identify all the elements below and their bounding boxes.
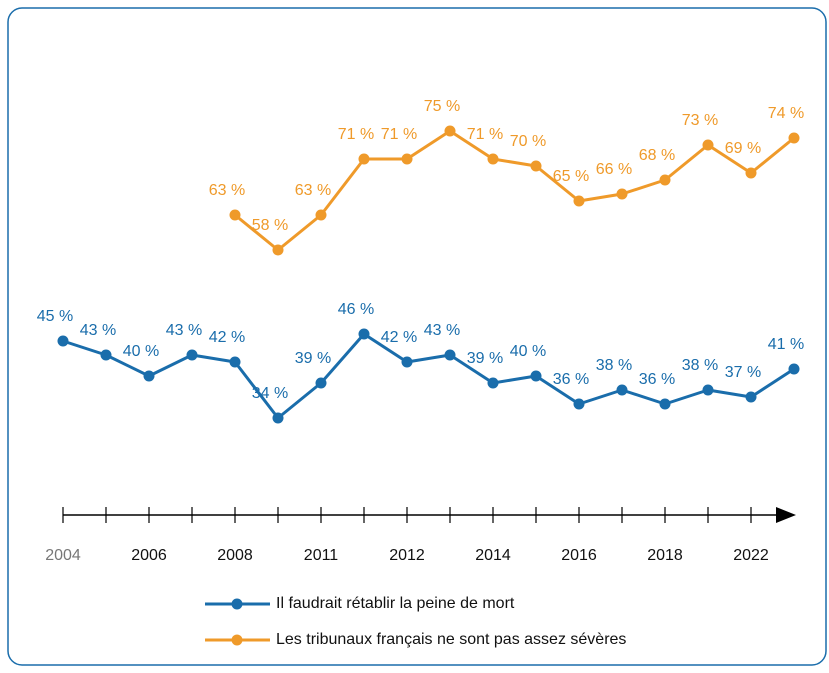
data-label: 43 % — [166, 322, 202, 339]
x-tick-label: 2016 — [561, 547, 597, 564]
data-label: 36 % — [553, 371, 589, 388]
data-point — [444, 125, 456, 137]
data-label: 34 % — [252, 385, 288, 402]
data-label: 58 % — [252, 217, 288, 234]
data-point — [745, 167, 757, 179]
x-tick-label: 2004 — [45, 547, 81, 564]
data-label: 42 % — [381, 329, 417, 346]
data-label: 38 % — [682, 357, 718, 374]
data-label: 38 % — [596, 357, 632, 374]
data-point — [57, 335, 69, 347]
data-label: 71 % — [381, 126, 417, 143]
data-label: 63 % — [209, 182, 245, 199]
data-point — [702, 139, 714, 151]
data-label: 68 % — [639, 147, 675, 164]
data-label: 75 % — [424, 98, 460, 115]
data-label: 74 % — [768, 105, 804, 122]
data-label: 46 % — [338, 301, 374, 318]
x-tick-label: 2014 — [475, 547, 511, 564]
axis-arrow — [776, 507, 796, 523]
data-label: 71 % — [467, 126, 503, 143]
data-point — [358, 153, 370, 165]
data-label: 40 % — [123, 343, 159, 360]
x-tick-label: 2011 — [304, 547, 339, 564]
data-label: 42 % — [209, 329, 245, 346]
data-point — [788, 132, 800, 144]
data-label: 66 % — [596, 161, 632, 178]
data-point — [788, 363, 800, 375]
data-label: 73 % — [682, 112, 718, 129]
data-point — [573, 195, 585, 207]
data-label: 36 % — [639, 371, 675, 388]
data-point — [487, 153, 499, 165]
data-point — [530, 370, 542, 382]
data-point — [358, 328, 370, 340]
x-tick-label: 2018 — [647, 547, 683, 564]
data-point — [100, 349, 112, 361]
data-point — [659, 174, 671, 186]
x-tick-label: 2022 — [733, 547, 769, 564]
data-label: 40 % — [510, 343, 546, 360]
data-label: 43 % — [424, 322, 460, 339]
data-point — [315, 209, 327, 221]
data-point — [530, 160, 542, 172]
data-label: 71 % — [338, 126, 374, 143]
data-label: 39 % — [295, 350, 331, 367]
data-label: 65 % — [553, 168, 589, 185]
data-label: 37 % — [725, 364, 761, 381]
data-label: 39 % — [467, 350, 503, 367]
frame — [7, 7, 827, 666]
data-point — [143, 370, 155, 382]
data-point — [616, 384, 628, 396]
data-point — [272, 244, 284, 256]
data-point — [272, 412, 284, 424]
data-point — [401, 356, 413, 368]
data-label: 41 % — [768, 336, 804, 353]
data-point — [659, 398, 671, 410]
legend-label: Il faudrait rétablir la peine de mort — [276, 595, 515, 612]
legend-label: Les tribunaux français ne sont pas assez… — [276, 631, 626, 648]
data-label: 45 % — [37, 308, 73, 325]
legend-dot — [231, 634, 243, 646]
x-tick-label: 2012 — [389, 547, 425, 564]
data-label: 43 % — [80, 322, 116, 339]
data-point — [702, 384, 714, 396]
data-label: 69 % — [725, 140, 761, 157]
data-label: 70 % — [510, 133, 546, 150]
data-point — [229, 209, 241, 221]
data-point — [401, 153, 413, 165]
data-point — [573, 398, 585, 410]
data-point — [616, 188, 628, 200]
data-point — [444, 349, 456, 361]
data-point — [745, 391, 757, 403]
legend-dot — [231, 598, 243, 610]
data-point — [487, 377, 499, 389]
x-tick-label: 2008 — [217, 547, 253, 564]
data-point — [186, 349, 198, 361]
x-tick-label: 2006 — [131, 547, 167, 564]
data-point — [229, 356, 241, 368]
series-line — [234, 129, 795, 252]
data-label: 63 % — [295, 182, 331, 199]
data-point — [315, 377, 327, 389]
series-line — [62, 332, 795, 420]
